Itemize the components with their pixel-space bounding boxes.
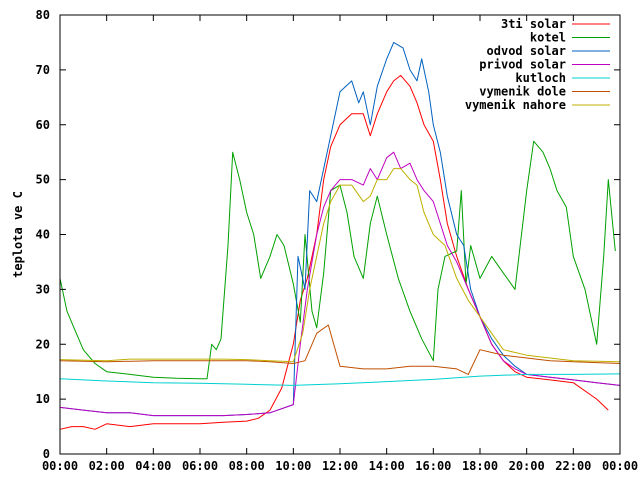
x-tick-label: 06:00 — [182, 459, 218, 473]
x-tick-label: 04:00 — [135, 459, 171, 473]
series-line-5 — [59, 324, 621, 375]
y-tick-label: 80 — [36, 8, 50, 22]
y-tick-label: 60 — [36, 118, 50, 132]
y-axis-label: teplota ve C — [11, 191, 25, 278]
x-tick-label: 02:00 — [89, 459, 125, 473]
legend-label: privod solar — [479, 58, 566, 72]
x-tick-label: 18:00 — [462, 459, 498, 473]
y-tick-label: 0 — [43, 447, 50, 461]
x-tick-label: 22:00 — [555, 459, 591, 473]
x-tick-label: 12:00 — [322, 459, 358, 473]
x-tick-label: 10:00 — [275, 459, 311, 473]
legend-label: kotel — [530, 31, 566, 45]
x-tick-label: 16:00 — [415, 459, 451, 473]
y-tick-label: 50 — [36, 173, 50, 187]
legend-label: vymenik dole — [479, 85, 566, 99]
y-tick-labels: 0 10 20 30 40 50 60 70 80 — [36, 8, 50, 461]
legend-label: odvod solar — [487, 44, 566, 58]
y-tick-label: 10 — [36, 392, 50, 406]
legend-label: vymenik nahore — [465, 98, 566, 112]
x-tick-label: 08:00 — [229, 459, 265, 473]
x-tick-label: 00:00 — [42, 459, 78, 473]
x-tick-label: 20:00 — [509, 459, 545, 473]
x-tick-label: 00:00 — [602, 459, 638, 473]
axis-ticks — [59, 14, 621, 455]
x-tick-label: 14:00 — [369, 459, 405, 473]
legend-label: kutloch — [515, 71, 566, 85]
y-tick-label: 40 — [36, 228, 50, 242]
series-line-1 — [59, 140, 616, 380]
x-tick-labels: 00:00 02:00 04:00 06:00 08:00 10:00 12:00 14:00… — [42, 459, 638, 473]
y-tick-label: 70 — [36, 63, 50, 77]
series-line-6 — [59, 168, 621, 363]
plot-lines — [59, 41, 621, 430]
legend-label: 3ti solar — [501, 17, 566, 31]
y-tick-label: 30 — [36, 282, 50, 296]
y-tick-label: 20 — [36, 337, 50, 351]
series-line-4 — [59, 373, 621, 386]
